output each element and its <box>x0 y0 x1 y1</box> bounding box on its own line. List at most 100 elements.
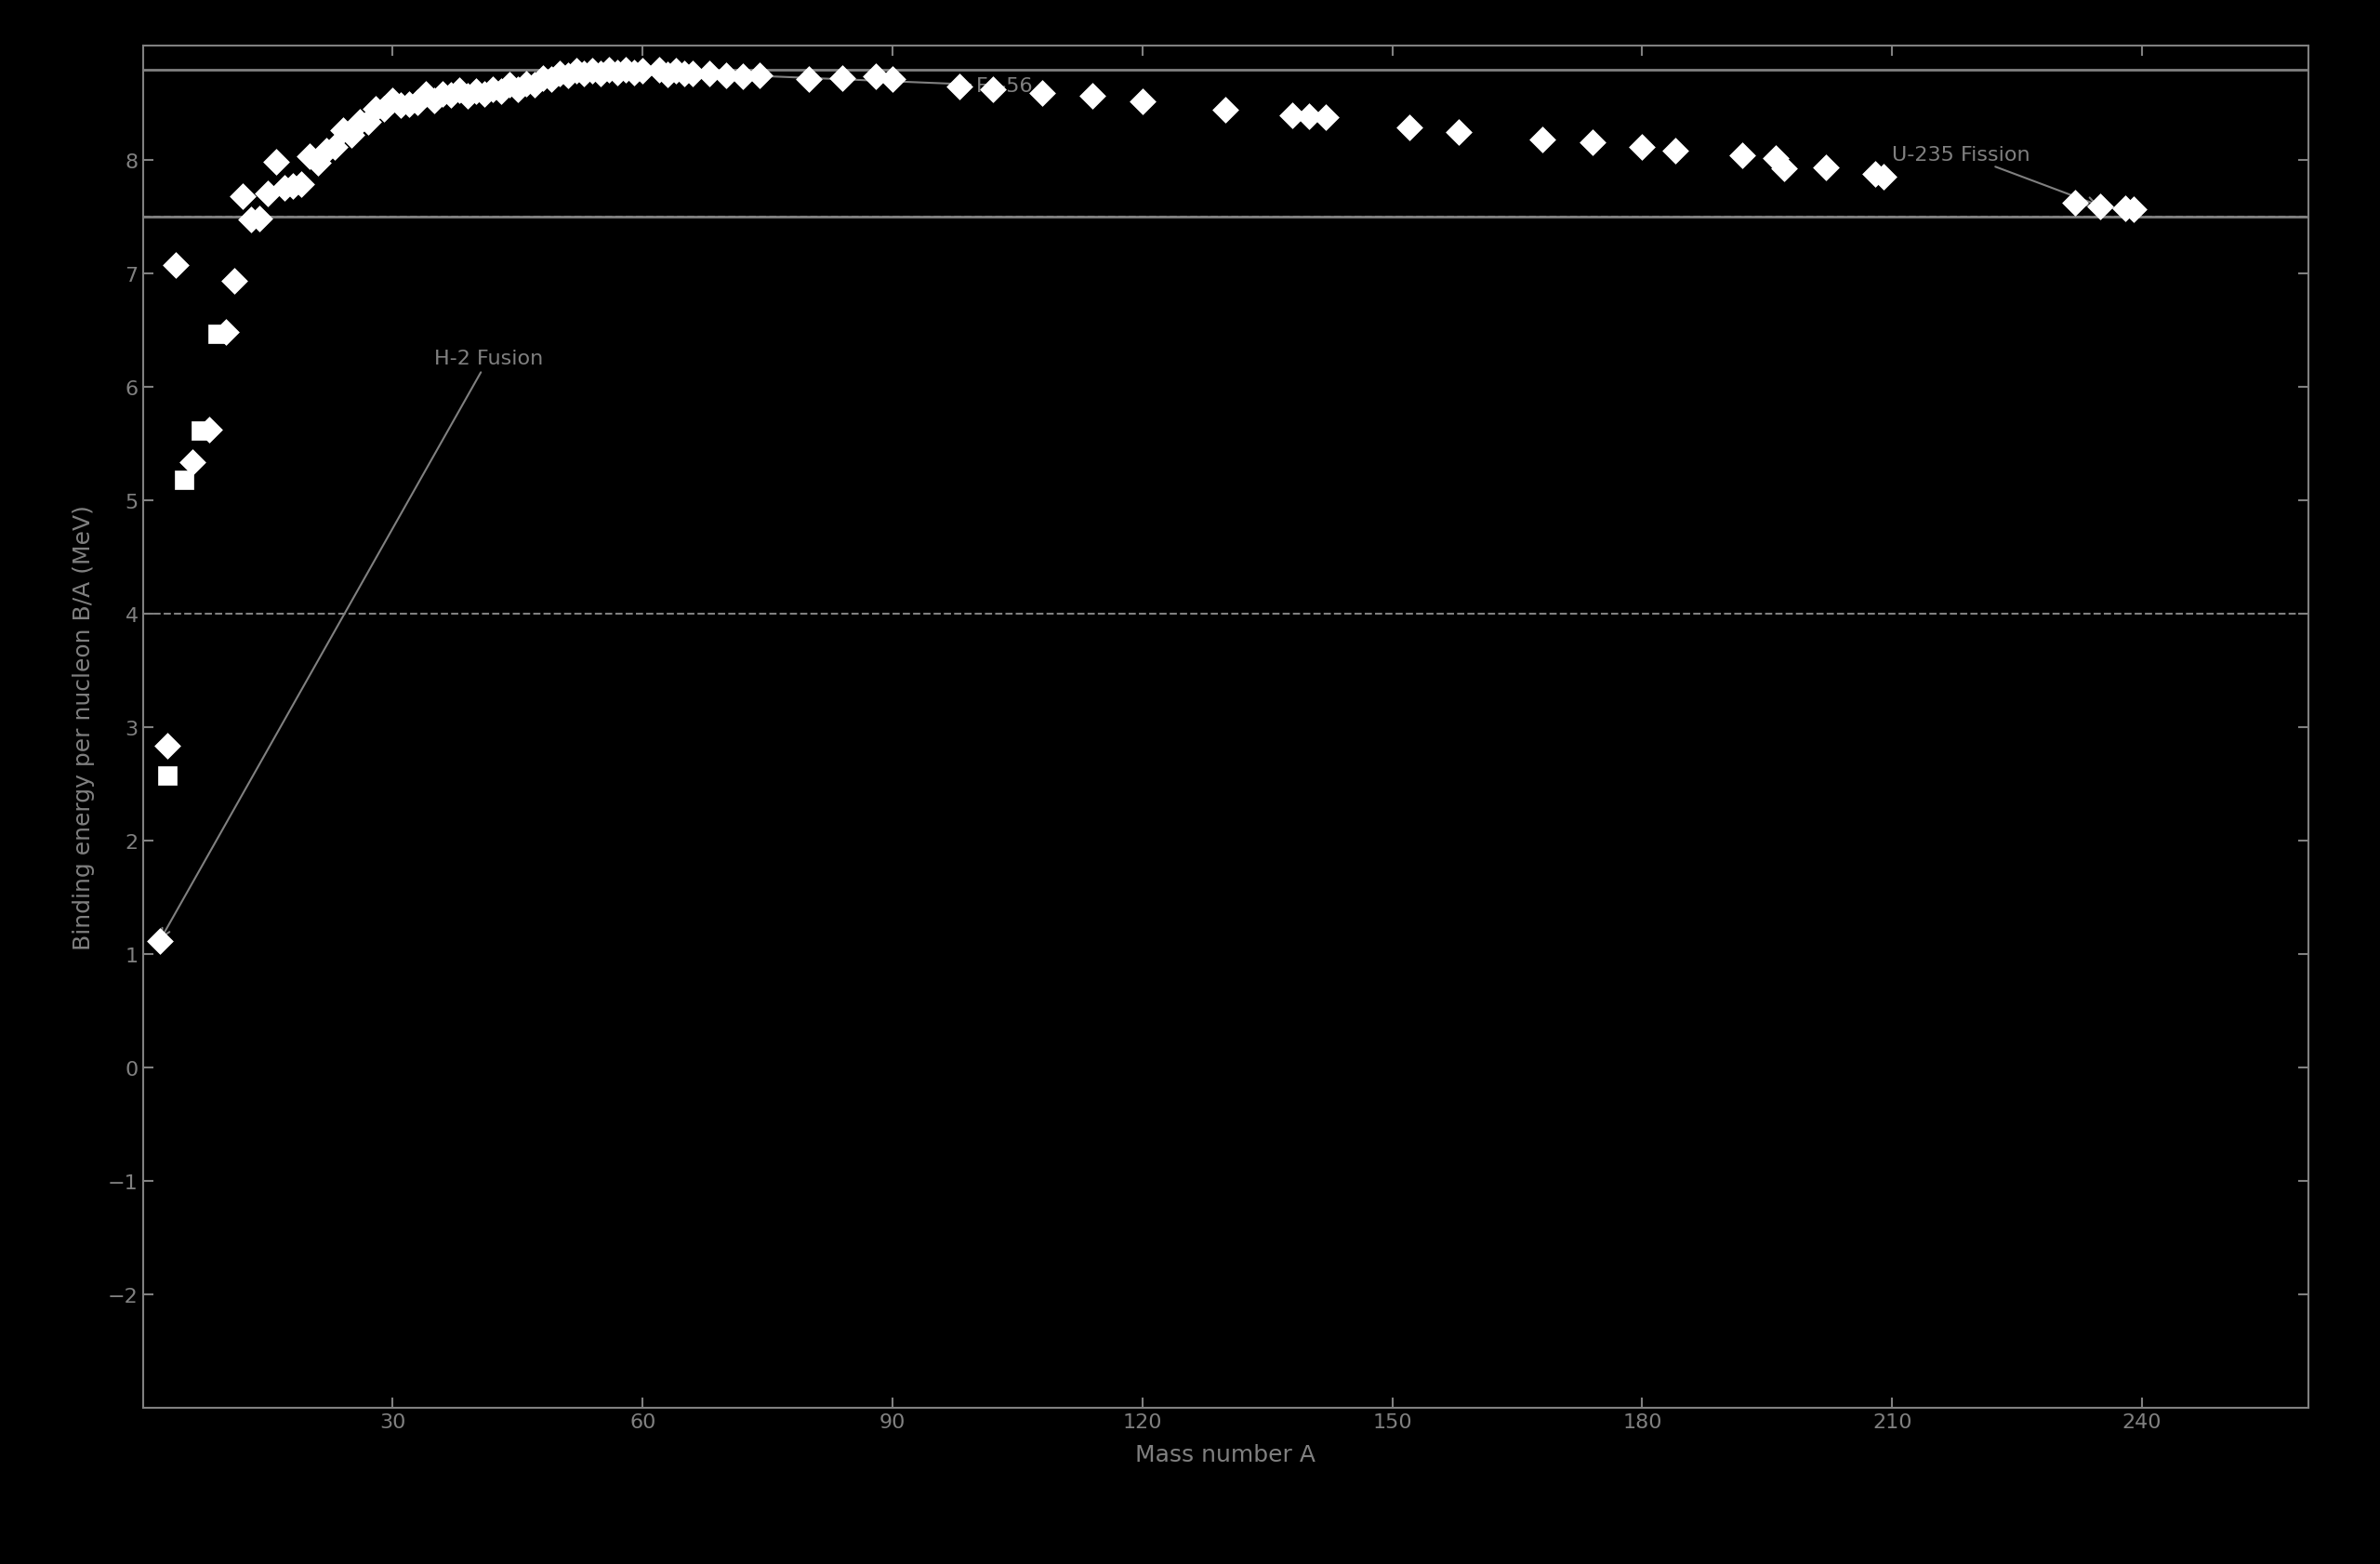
Point <box>1123 91 1161 116</box>
Point <box>1623 136 1661 161</box>
Point <box>1756 147 1795 172</box>
Point <box>1390 116 1428 141</box>
Point <box>1290 105 1328 130</box>
Text: Fe-56: Fe-56 <box>614 67 1033 95</box>
Point <box>148 734 186 759</box>
X-axis label: Mass number A: Mass number A <box>1135 1444 1316 1465</box>
Point <box>240 206 278 231</box>
Point <box>566 61 605 86</box>
Point <box>516 74 555 99</box>
Point <box>424 81 462 106</box>
Point <box>490 74 528 99</box>
Point <box>857 66 895 91</box>
Point <box>823 66 862 91</box>
Point <box>333 124 371 149</box>
Point <box>707 64 745 89</box>
Point <box>657 59 695 84</box>
Point <box>590 58 628 83</box>
Point <box>1656 139 1695 164</box>
Point <box>274 174 312 199</box>
Point <box>1073 84 1111 109</box>
Point <box>674 61 712 86</box>
Point <box>148 763 186 788</box>
Point <box>397 91 438 116</box>
Point <box>140 929 178 954</box>
Point <box>257 150 295 175</box>
Point <box>1523 127 1561 152</box>
Point <box>481 80 521 105</box>
Point <box>1273 103 1311 128</box>
Point <box>873 67 912 92</box>
Point <box>250 181 286 206</box>
Point <box>616 61 654 86</box>
Point <box>533 67 571 92</box>
Point <box>2082 194 2121 219</box>
Text: H-2 Fusion: H-2 Fusion <box>162 349 543 937</box>
Point <box>574 59 612 84</box>
Point <box>600 61 638 86</box>
Point <box>300 152 338 177</box>
Point <box>740 64 778 89</box>
Point <box>1207 99 1245 124</box>
Point <box>416 89 455 114</box>
Point <box>474 78 512 103</box>
Point <box>324 119 362 144</box>
Point <box>183 419 219 444</box>
Y-axis label: Binding energy per nucleon B/A (MeV): Binding energy per nucleon B/A (MeV) <box>74 505 95 949</box>
Point <box>381 94 421 119</box>
Point <box>940 75 978 100</box>
Point <box>1573 131 1611 156</box>
Point <box>583 61 621 86</box>
Point <box>724 66 762 91</box>
Point <box>2056 191 2094 216</box>
Point <box>440 78 478 103</box>
Point <box>283 172 321 197</box>
Point <box>200 322 238 347</box>
Point <box>1806 156 1844 181</box>
Point <box>233 208 271 233</box>
Point <box>267 177 305 202</box>
Point <box>466 81 505 106</box>
Point <box>1866 164 1904 189</box>
Point <box>367 97 405 122</box>
Point <box>607 58 645 83</box>
Point <box>973 78 1012 103</box>
Point <box>190 418 228 443</box>
Point <box>500 78 538 103</box>
Point <box>1023 81 1061 106</box>
Point <box>450 84 488 109</box>
Point <box>390 92 428 117</box>
Point <box>647 63 688 88</box>
Point <box>550 64 588 89</box>
Point <box>507 72 545 97</box>
Point <box>314 136 355 161</box>
Point <box>157 253 195 278</box>
Point <box>457 80 495 105</box>
Point <box>357 97 395 122</box>
Point <box>2116 197 2154 222</box>
Point <box>340 111 378 136</box>
Point <box>690 61 728 86</box>
Point <box>790 67 828 92</box>
Point <box>524 66 562 91</box>
Text: U-235 Fission: U-235 Fission <box>1892 145 2097 206</box>
Point <box>214 269 255 294</box>
Point <box>2106 197 2144 222</box>
Point <box>1723 144 1761 169</box>
Point <box>557 59 595 84</box>
Point <box>624 59 662 84</box>
Point <box>1856 163 1894 188</box>
Point <box>307 139 345 164</box>
Point <box>433 83 471 108</box>
Point <box>174 450 212 475</box>
Point <box>374 89 412 114</box>
Point <box>666 61 704 86</box>
Point <box>347 111 386 136</box>
Point <box>640 58 678 83</box>
Point <box>540 61 578 86</box>
Point <box>207 321 245 346</box>
Point <box>290 144 328 169</box>
Point <box>167 468 205 493</box>
Point <box>224 185 262 210</box>
Point <box>407 81 445 106</box>
